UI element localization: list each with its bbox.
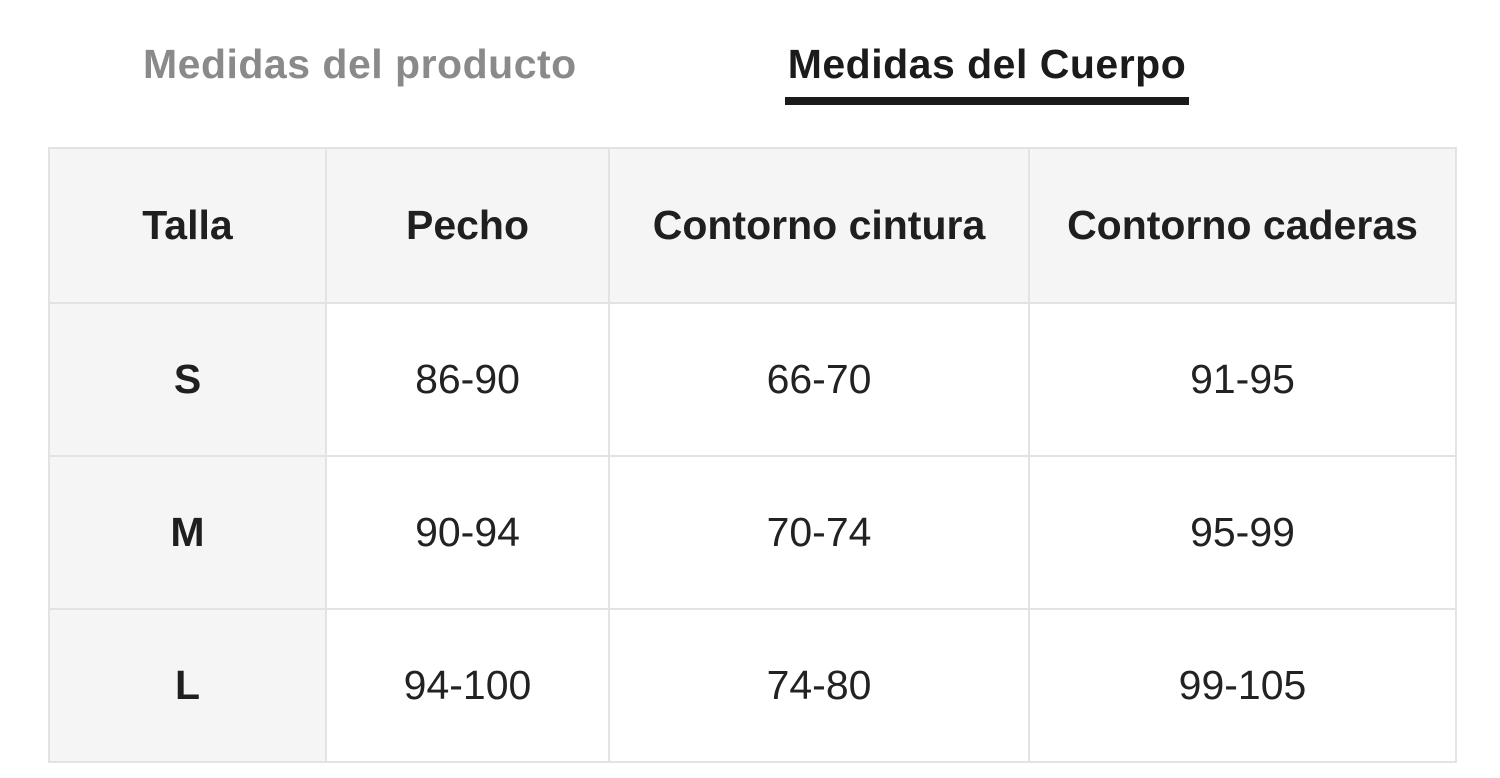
value-m-cintura: 70-74 bbox=[608, 455, 1030, 611]
value-m-pecho: 90-94 bbox=[325, 455, 610, 611]
size-label-m: M bbox=[48, 455, 327, 611]
header-talla: Talla bbox=[48, 147, 327, 305]
value-l-cintura: 74-80 bbox=[608, 608, 1030, 764]
tab-medidas-del-producto[interactable]: Medidas del producto bbox=[143, 41, 577, 87]
value-s-cintura: 66-70 bbox=[608, 302, 1030, 458]
table-row-m: M 90-94 70-74 95-99 bbox=[48, 455, 1457, 611]
size-table-body: S 86-90 66-70 91-95 M 90-94 70-74 95-99 … bbox=[48, 302, 1457, 764]
size-table-header: Talla Pecho Contorno cintura Contorno ca… bbox=[48, 147, 1457, 305]
tab-medidas-del-cuerpo[interactable]: Medidas del Cuerpo bbox=[784, 41, 1190, 106]
size-table: Talla Pecho Contorno cintura Contorno ca… bbox=[48, 147, 1457, 764]
table-row-s: S 86-90 66-70 91-95 bbox=[48, 302, 1457, 458]
value-l-pecho: 94-100 bbox=[325, 608, 610, 764]
header-contorno-cintura: Contorno cintura bbox=[608, 147, 1030, 305]
header-pecho: Pecho bbox=[325, 147, 610, 305]
table-row-l: L 94-100 74-80 99-105 bbox=[48, 608, 1457, 764]
value-s-caderas: 91-95 bbox=[1028, 302, 1457, 458]
value-s-pecho: 86-90 bbox=[325, 302, 610, 458]
value-m-caderas: 95-99 bbox=[1028, 455, 1457, 611]
size-table-container: Talla Pecho Contorno cintura Contorno ca… bbox=[48, 147, 1500, 764]
value-l-caderas: 99-105 bbox=[1028, 608, 1457, 764]
size-label-s: S bbox=[48, 302, 327, 458]
size-chart-tabbar: Medidas del producto Medidas del Cuerpo bbox=[0, 0, 1500, 106]
header-contorno-caderas: Contorno caderas bbox=[1028, 147, 1457, 305]
header-row: Talla Pecho Contorno cintura Contorno ca… bbox=[48, 147, 1457, 305]
size-label-l: L bbox=[48, 608, 327, 764]
